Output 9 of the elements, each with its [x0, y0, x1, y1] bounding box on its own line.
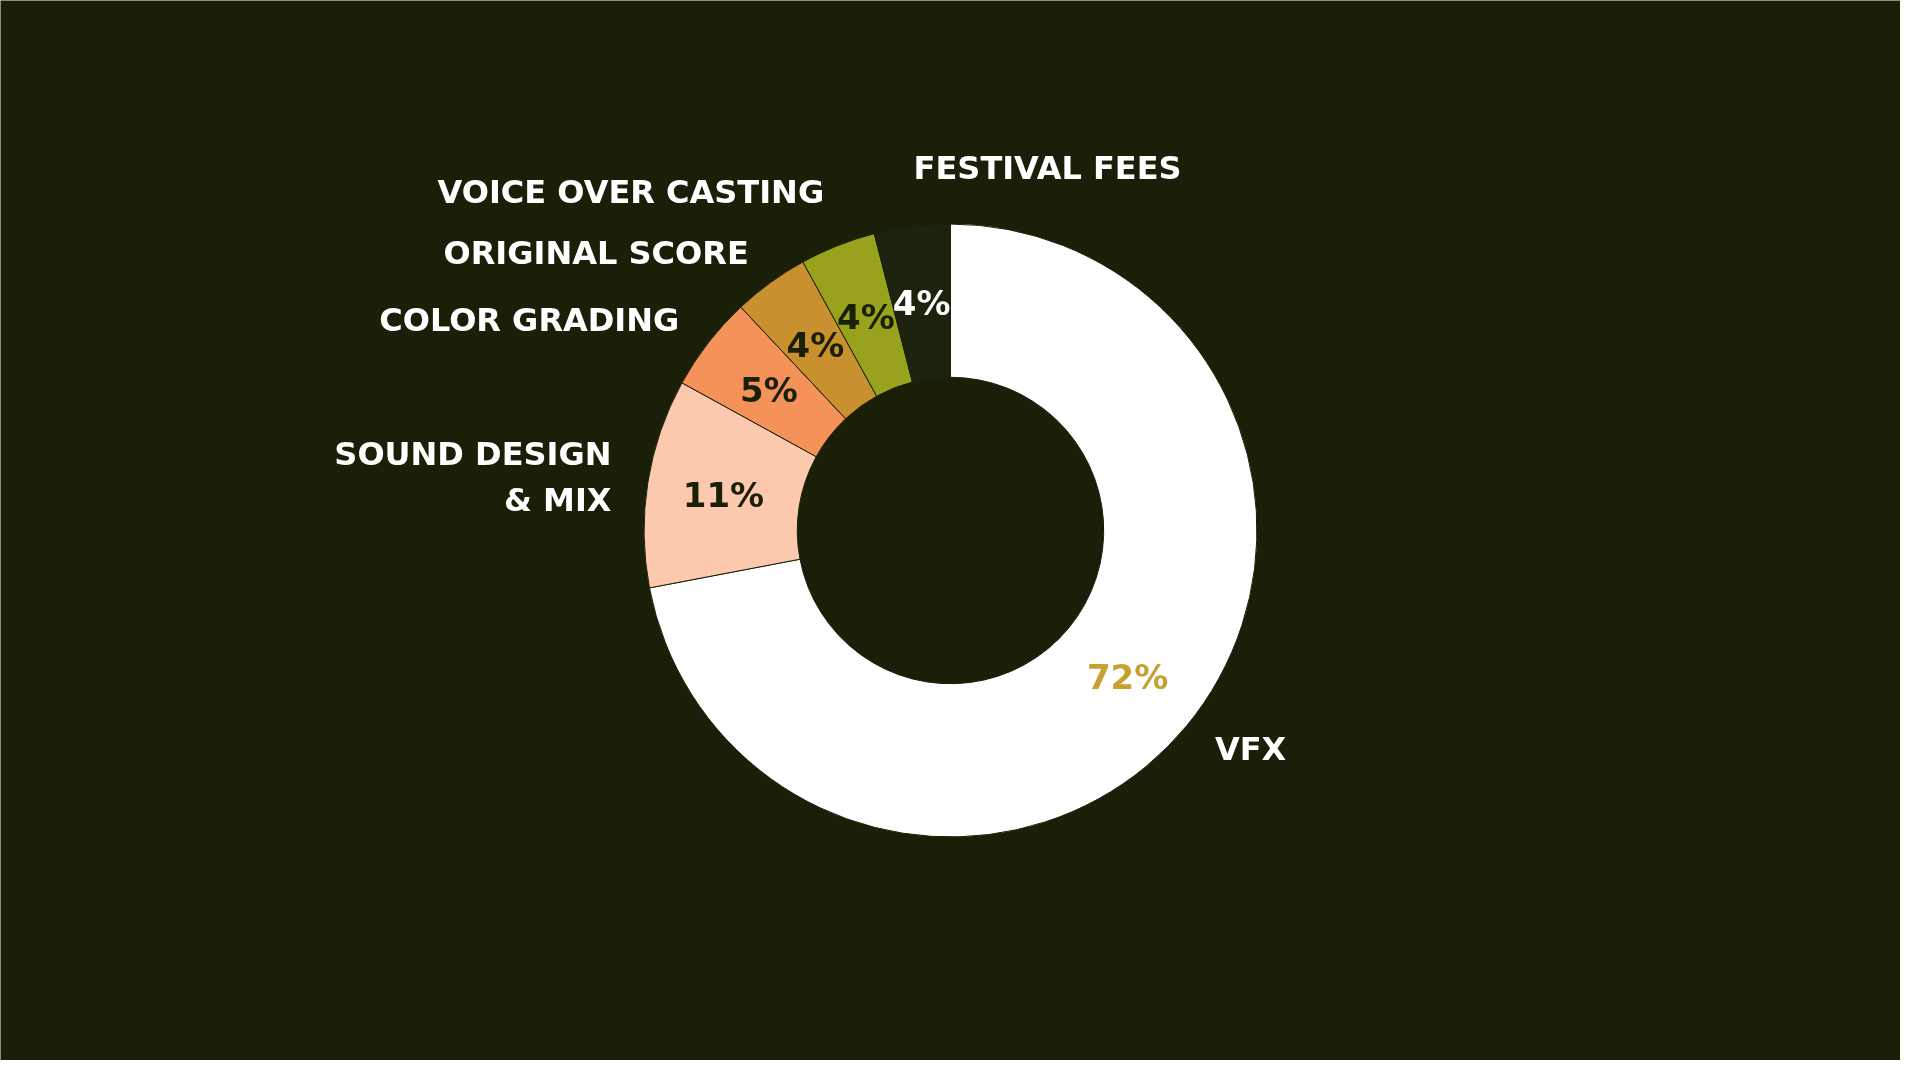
- data-label: 5%: [740, 369, 798, 410]
- data-label: 11%: [682, 474, 765, 515]
- slice-label: ORIGINAL SCORE: [443, 233, 749, 272]
- slice-label: FESTIVAL FEES: [913, 149, 1182, 188]
- slice-label: VFX: [1214, 730, 1287, 769]
- slice-label: VOICE OVER CASTING: [437, 172, 825, 211]
- slice-label: SOUND DESIGN & MIX: [334, 435, 612, 519]
- data-label: 72%: [1086, 656, 1169, 697]
- slice-label: COLOR GRADING: [379, 301, 680, 340]
